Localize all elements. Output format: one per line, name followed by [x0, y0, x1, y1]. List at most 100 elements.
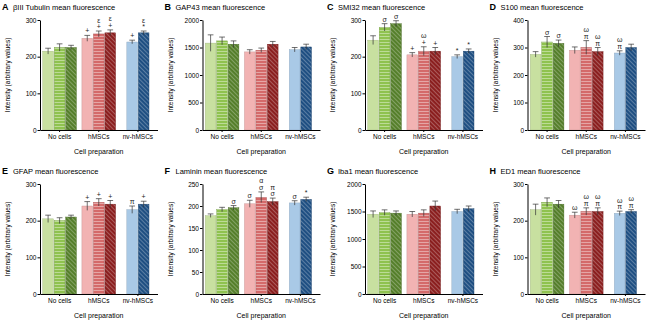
tick-mark — [525, 130, 528, 131]
tick: 200 — [351, 53, 365, 60]
bar — [105, 204, 116, 294]
bar — [205, 43, 216, 130]
tick-mark — [38, 184, 41, 185]
error-bar — [261, 192, 262, 203]
tick: 200 — [513, 217, 527, 224]
tick: hMSCs — [576, 130, 598, 140]
tick-label: 300 — [26, 181, 37, 188]
tick-label: 200 — [26, 217, 37, 224]
tick-label: 300 — [513, 44, 524, 51]
tick-label: hMSCs — [413, 133, 435, 140]
y-axis-title: Intensity (arbitrary values) — [329, 202, 337, 277]
tick-label: 150 — [188, 225, 199, 232]
error-cap — [231, 40, 237, 41]
error-bar — [261, 48, 262, 52]
tick-label: 100 — [188, 247, 199, 254]
error-bar — [457, 55, 458, 59]
tick: hMSCs — [413, 130, 435, 140]
error-cap — [258, 191, 264, 192]
tick-label: 0 — [195, 127, 199, 134]
tick: 1000 — [347, 236, 365, 243]
tick-label: 200 — [513, 217, 524, 224]
tick: 1000 — [185, 72, 203, 79]
error-bar — [233, 41, 234, 48]
bar — [66, 48, 77, 131]
tick-label: 100 — [513, 99, 524, 106]
bar — [127, 210, 138, 294]
error-cap — [141, 31, 147, 32]
error-cap — [219, 37, 225, 38]
significance: * — [467, 41, 470, 48]
error-cap — [219, 207, 225, 208]
error-cap — [208, 34, 214, 35]
tick-mark — [363, 130, 366, 131]
error-bar — [631, 210, 632, 214]
error-cap — [303, 197, 309, 198]
error-bar — [143, 201, 144, 207]
bar — [54, 221, 65, 294]
error-cap — [292, 47, 298, 48]
error-bar — [412, 212, 413, 218]
error-cap — [107, 29, 113, 30]
tick-label: No cells — [536, 297, 560, 304]
error-cap — [432, 47, 438, 48]
tick: 1500 — [347, 208, 365, 215]
axis-line — [365, 21, 366, 131]
significance: σ — [382, 16, 387, 23]
error-bar — [586, 41, 587, 55]
panel-letter: B — [165, 2, 172, 12]
error-bar — [294, 48, 295, 52]
y-axis: 050100150200250 — [188, 181, 203, 298]
annotations: σσασπσσ* — [231, 177, 307, 204]
tick-label: 0 — [520, 127, 524, 134]
error-cap — [556, 40, 562, 41]
tick-label: hMSCs — [576, 297, 598, 304]
bar — [463, 209, 474, 294]
tick-mark — [363, 212, 366, 213]
tick: No cells — [211, 294, 235, 304]
bar — [407, 55, 418, 130]
axis-line — [366, 294, 484, 295]
significance: σ — [556, 32, 561, 39]
y-axis: 0100200300400 — [513, 17, 528, 134]
error-bar — [48, 48, 49, 54]
tick: 100 — [513, 254, 527, 261]
significance: π — [629, 202, 634, 209]
axis-line — [203, 21, 204, 131]
significance: + — [108, 22, 112, 29]
x-axis-title: Cell preparation — [237, 148, 287, 156]
error-cap — [370, 35, 376, 36]
significance: π — [617, 203, 622, 210]
tick: 2000 — [185, 17, 203, 24]
tick-mark — [200, 272, 203, 273]
tick-mark — [200, 206, 203, 207]
y-axis-title: Intensity (arbitrary values) — [4, 202, 12, 277]
tick: 300 — [26, 17, 40, 24]
tick-label: hMSCs — [88, 297, 110, 304]
panel-letter: G — [327, 166, 334, 176]
significance: σ — [293, 193, 298, 200]
bar — [569, 215, 580, 294]
y-axis: 0100200300 — [513, 181, 528, 298]
panel-letter: D — [490, 2, 497, 12]
tick: 0 — [33, 127, 40, 134]
tick: 100 — [513, 99, 527, 106]
bar — [82, 38, 93, 130]
x-axis-title: Cell preparation — [399, 312, 449, 320]
error-bar — [574, 212, 575, 218]
bar — [228, 208, 239, 294]
error-bar — [423, 210, 424, 217]
error-bar — [222, 37, 223, 45]
panel: EGFAP mean fluorescence+++π+0100200300No… — [2, 166, 158, 320]
tick: 300 — [26, 181, 40, 188]
tick-mark — [363, 20, 366, 21]
x-axis: No cellshMSCsnv-hMSCs — [203, 130, 321, 140]
y-axis-title: Intensity (arbitrary values) — [167, 38, 175, 113]
x-axis: No cellshMSCsnv-hMSCs — [203, 294, 321, 304]
bar — [267, 202, 278, 294]
bars — [43, 30, 149, 130]
error-cap — [45, 48, 51, 49]
error-bar — [110, 30, 111, 36]
tick-mark — [200, 130, 203, 131]
significance: + — [85, 27, 89, 34]
